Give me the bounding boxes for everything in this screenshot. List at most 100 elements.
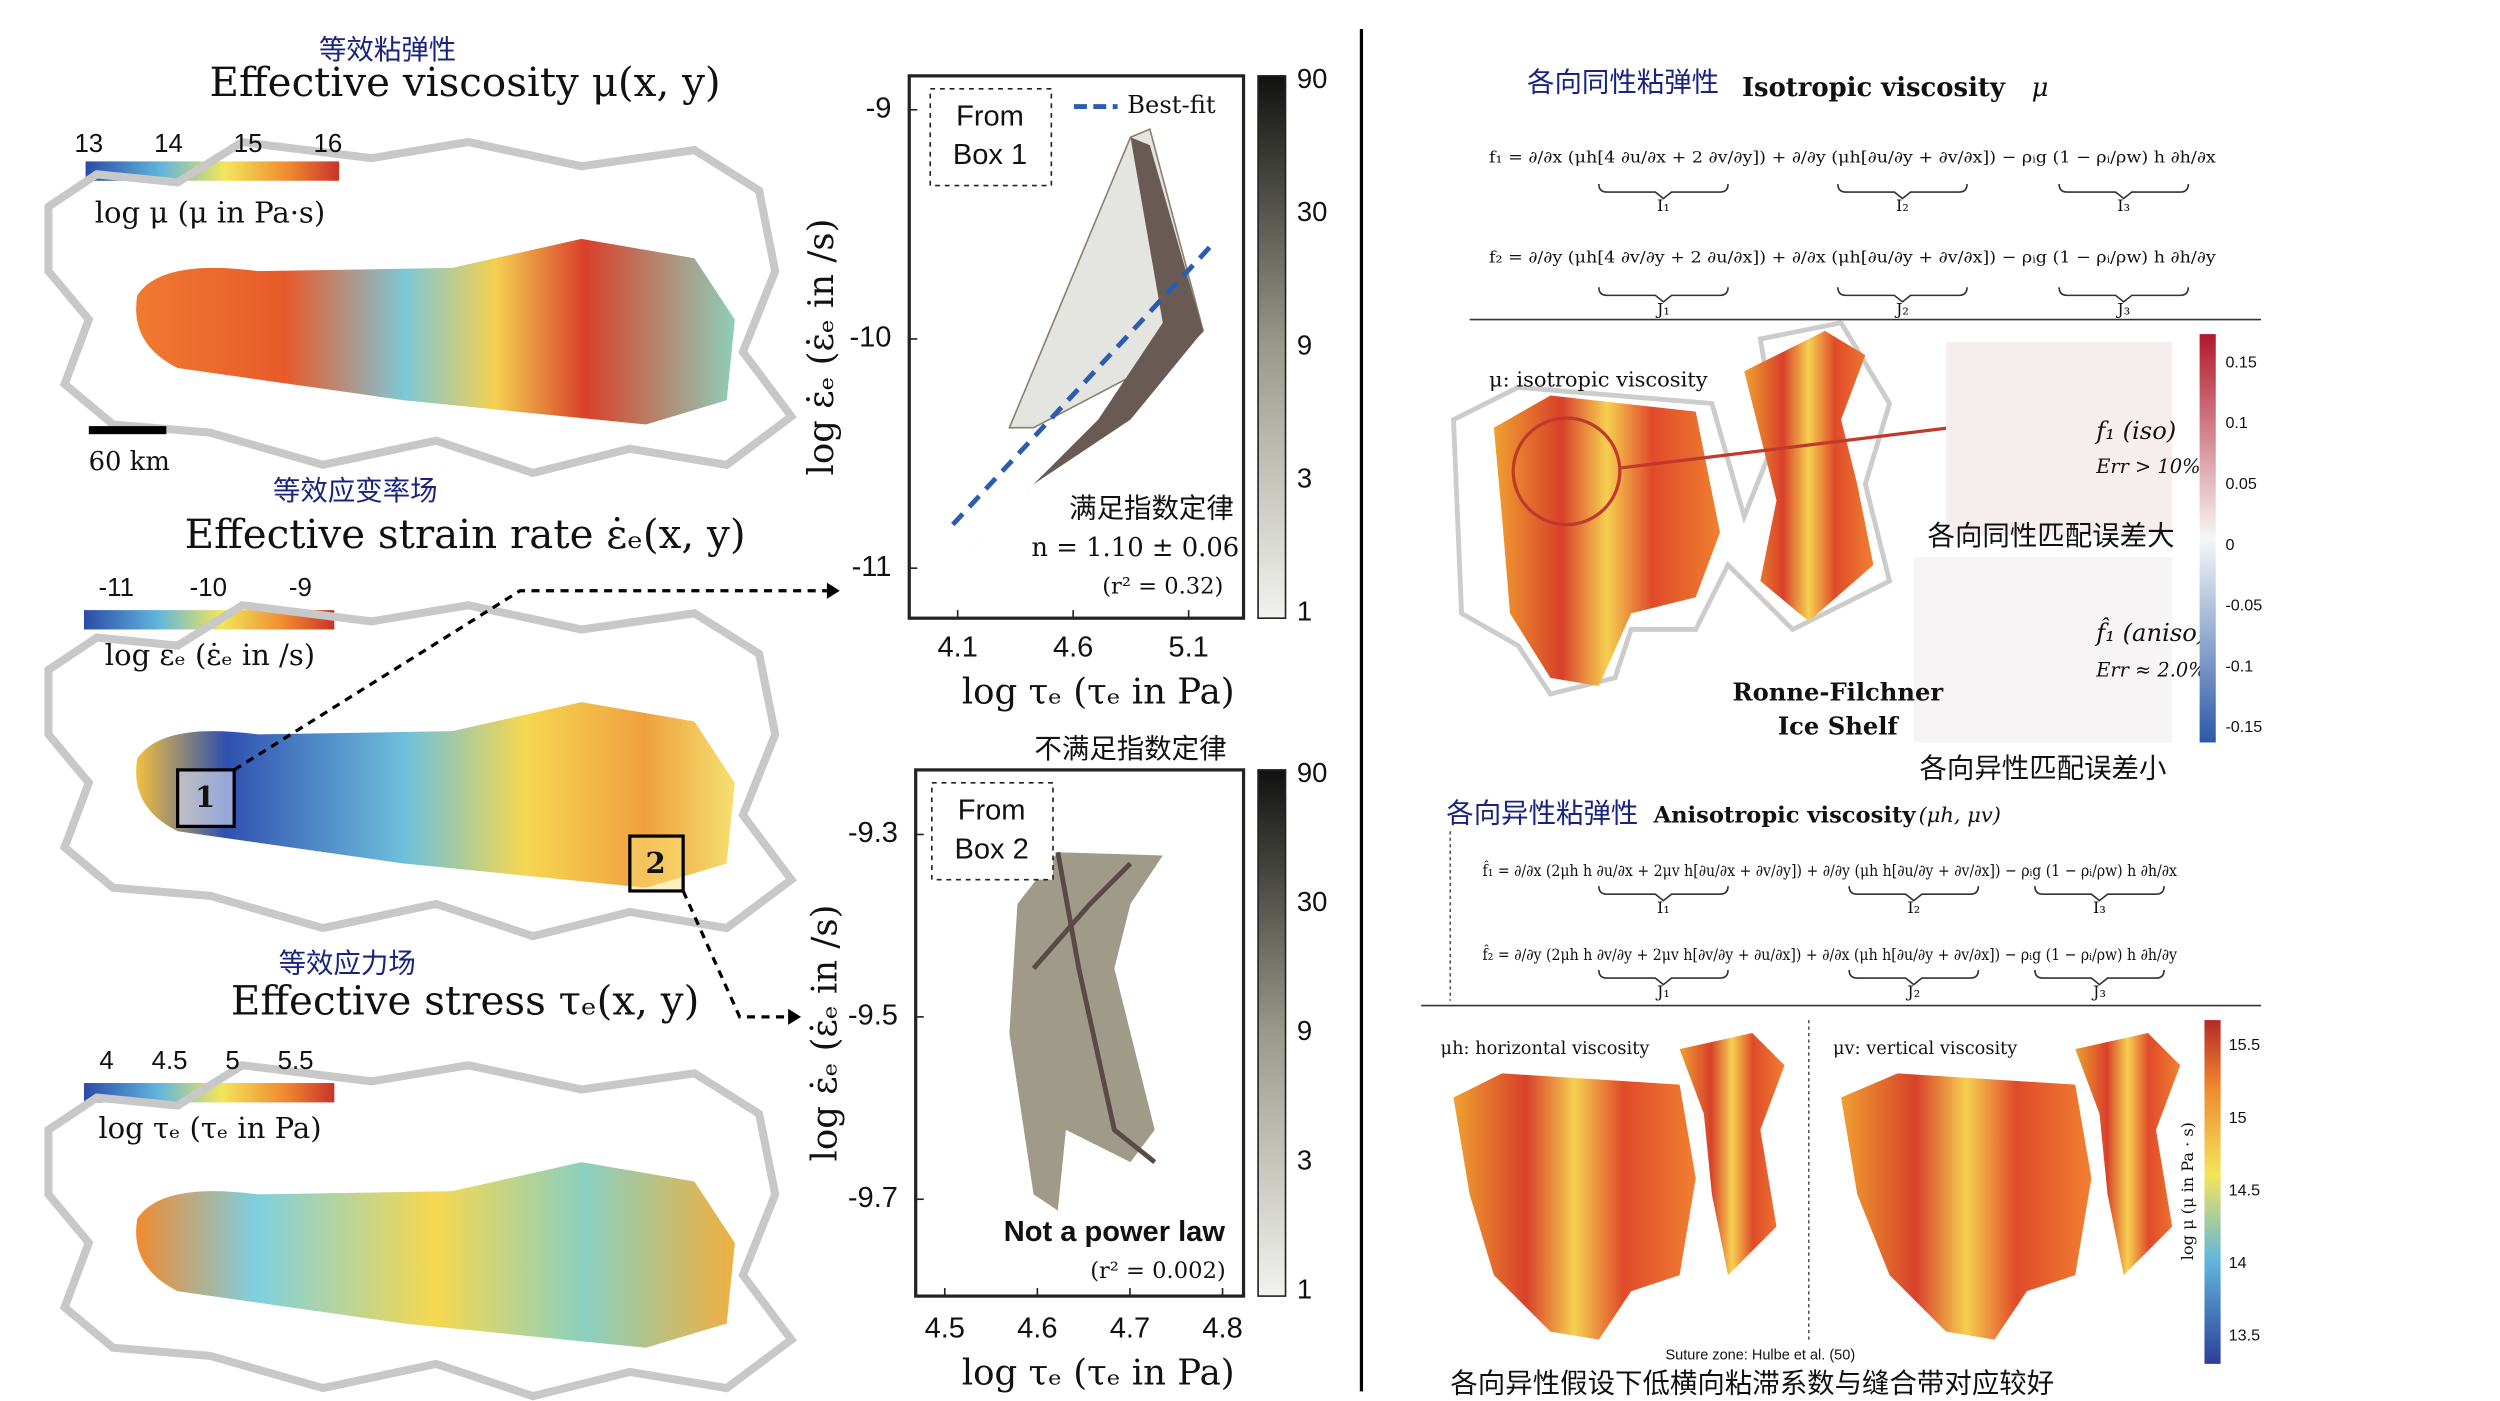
term-label: I₂ — [1907, 898, 1920, 917]
term-label: I₂ — [1896, 196, 1909, 215]
panel-title-cn: 等效应力场 — [279, 949, 416, 980]
colorbar — [2204, 1020, 2221, 1364]
tick-label: 0.1 — [2225, 414, 2247, 432]
tick-label: 9 — [1297, 329, 1312, 360]
region-box — [176, 768, 236, 829]
r2-annotation: (r² = 0.002) — [1090, 1258, 1226, 1284]
term-label: J₁ — [1655, 982, 1670, 1001]
tick-label: 4.5 — [152, 1047, 188, 1075]
term-label: J₁ — [1655, 299, 1670, 318]
highlight-circle — [1511, 416, 1622, 527]
error-label: Err > 10% — [2095, 455, 2200, 478]
underbrace — [2058, 287, 2190, 303]
colorbar — [1257, 769, 1287, 1297]
underbrace — [1598, 287, 1729, 303]
tick-label: 4 — [99, 1047, 113, 1075]
arrowhead — [788, 1008, 802, 1025]
map-label: μ: isotropic viscosity — [1489, 367, 1708, 391]
colorbar — [83, 1083, 335, 1103]
ice-shelf — [136, 1162, 735, 1348]
ice-shelf — [1493, 395, 1720, 686]
ice-shelf — [1841, 1073, 2092, 1340]
tick-label: 14 — [154, 130, 183, 158]
note: Suture zone: Hulbe et al. (50) — [1665, 1348, 1855, 1364]
tick-label: -9.5 — [848, 1000, 898, 1032]
colorbar — [83, 610, 335, 630]
map-label: μh: horizontal viscosity — [1441, 1039, 1650, 1059]
underbrace — [2034, 970, 2165, 986]
tick-label: 30 — [1297, 196, 1328, 227]
tick-label: -11 — [852, 551, 892, 583]
fit-line — [951, 240, 1217, 527]
tick-label: 15 — [2229, 1109, 2247, 1127]
underbrace — [2034, 886, 2165, 902]
tick-label: 0.05 — [2225, 475, 2256, 493]
tick-label: 4.1 — [937, 632, 977, 664]
equation: f₂ = ∂/∂y (μh[4 ∂v/∂y + 2 ∂u/∂x]) + ∂/∂x… — [1489, 248, 2217, 267]
tick-label: 4.6 — [1053, 632, 1093, 664]
term-label: J₂ — [1894, 299, 1909, 318]
section-title: Anisotropic viscosity — [1653, 803, 1917, 829]
label-box — [929, 87, 1053, 187]
tick-label: 0 — [2225, 536, 2234, 554]
tick-label: 4.8 — [1202, 1313, 1242, 1345]
map-isotropic — [1451, 320, 2173, 743]
panel-title: Effective strain rate ε̇ₑ(x, y) — [185, 511, 746, 558]
scale-label: 60 km — [89, 447, 170, 477]
section-title: Isotropic viscosity — [1742, 73, 2006, 103]
tick-label: -0.1 — [2225, 657, 2253, 675]
connector — [233, 589, 827, 772]
underbrace — [1837, 183, 1968, 200]
tick-label: -9 — [289, 574, 312, 602]
tick-label: 5 — [225, 1047, 239, 1075]
tick-label: -0.15 — [2225, 718, 2262, 736]
fit-annotation: n = 1.10 ± 0.06 — [1031, 533, 1239, 563]
histogram-cells — [960, 137, 1204, 557]
underbrace — [1598, 970, 1729, 986]
underbrace — [1848, 970, 1980, 986]
tick-label: 90 — [1297, 757, 1328, 788]
box-label: From — [956, 101, 1024, 133]
tick-label: -10 — [849, 322, 891, 354]
tick-label: 9 — [1297, 1015, 1312, 1046]
residual-map — [1913, 556, 2173, 743]
tick-label: 90 — [1297, 63, 1328, 94]
error-label: Err ≈ 2.0% — [2095, 658, 2206, 681]
map-label: f̂₁ (aniso) — [2094, 618, 2206, 647]
map-label: μv: vertical viscosity — [1833, 1039, 2017, 1059]
tick-label: 5.1 — [1168, 632, 1208, 664]
ice-shelf — [136, 238, 735, 425]
equation: f̂₁ = ∂/∂x (2μh h ∂u/∂x + 2μv h[∂u/∂x + … — [1483, 861, 2177, 880]
tick-label: 13.5 — [2229, 1327, 2260, 1345]
arrowhead — [826, 582, 840, 599]
term-label: I₃ — [2117, 196, 2130, 215]
tick-label: 4.7 — [1110, 1313, 1150, 1345]
section-title-cn: 各向异性粘弹性 — [1446, 799, 1638, 830]
tick-label: -9.7 — [848, 1182, 898, 1214]
tick-label: 0.15 — [2225, 353, 2256, 371]
panel-title: Effective stress τₑ(x, y) — [231, 977, 699, 1024]
scale-bar — [88, 426, 167, 435]
annotation-cn: 各向异性匹配误差小 — [1919, 753, 2166, 784]
ice-shelf — [2075, 1032, 2181, 1276]
annotation-cn: 各向同性匹配误差大 — [1928, 521, 2175, 552]
histogram-cells — [1009, 852, 1163, 1211]
tick-label: 1 — [1297, 596, 1312, 627]
term-label: I₁ — [1657, 196, 1670, 215]
histogram-cells — [1031, 851, 1157, 1165]
annotation: Not a power law — [1004, 1216, 1226, 1248]
underbrace — [2058, 183, 2190, 200]
panel-title: Effective viscosity μ(x, y) — [210, 59, 721, 106]
connector — [1619, 421, 1990, 470]
underbrace — [1848, 886, 1980, 902]
place-label: Ice Shelf — [1778, 711, 1900, 740]
tick-label: 14.5 — [2229, 1181, 2260, 1199]
tick-label: 30 — [1297, 886, 1328, 917]
tick-label: -10 — [190, 574, 227, 602]
tick-label: 4.6 — [1017, 1313, 1057, 1345]
tick-label: -9 — [866, 92, 892, 124]
x-axis-label: log τₑ (τₑ in Pa) — [962, 1353, 1235, 1394]
colorbar — [1257, 75, 1287, 619]
map-label: f₁ (iso) — [2094, 417, 2176, 445]
y-axis-label: log ε̇ₑ (ε̇ₑ in /s) — [804, 905, 845, 1162]
